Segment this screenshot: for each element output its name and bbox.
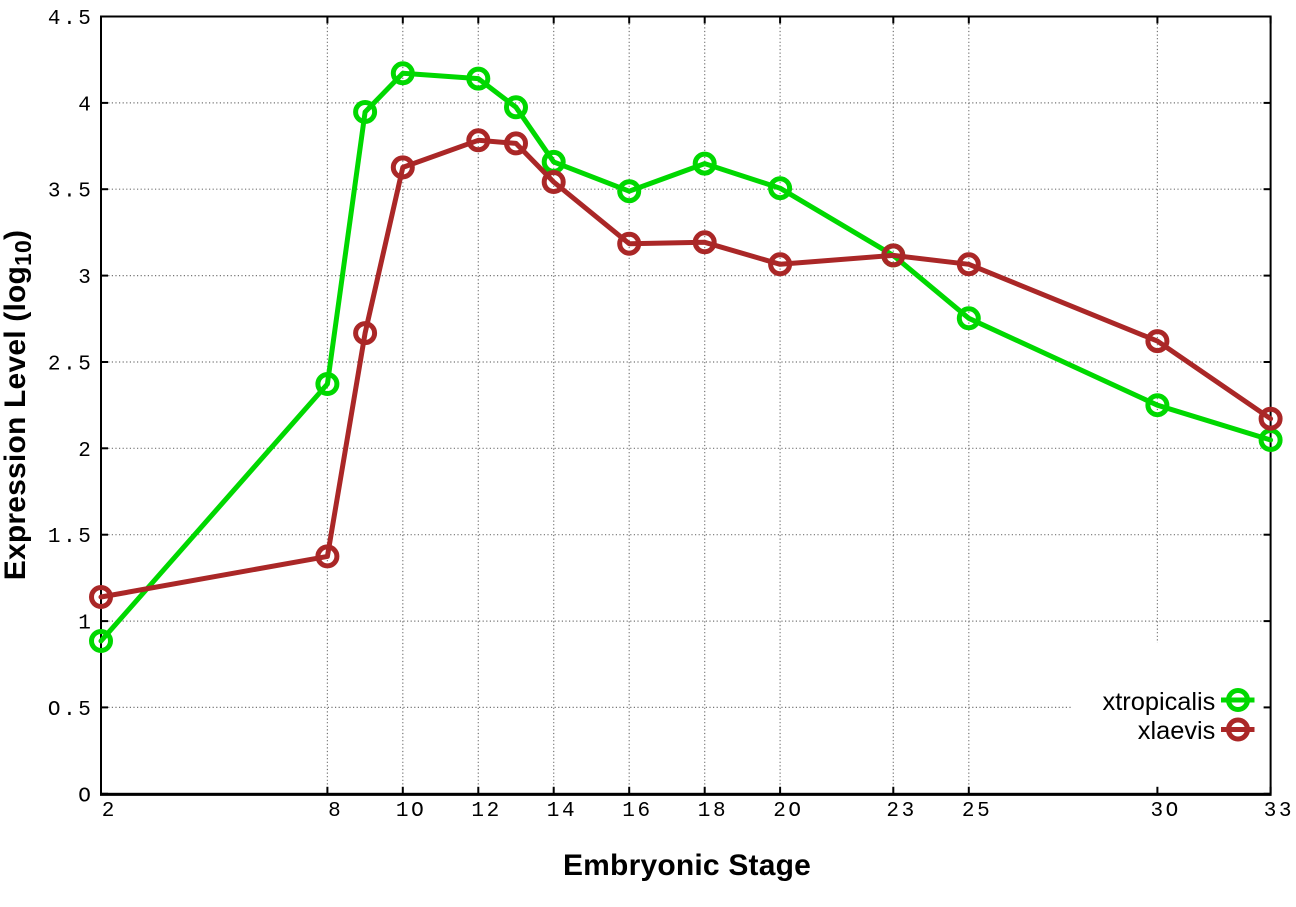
svg-text:18: 18 [698,800,728,823]
svg-text:1.5: 1.5 [48,526,94,549]
svg-text:1O: 1O [396,800,426,823]
svg-text:O: O [78,785,93,808]
svg-text:3O: 3O [1150,800,1180,823]
svg-text:25: 25 [962,800,992,823]
svg-text:4.5: 4.5 [48,8,94,31]
svg-text:Expression Level (log10): Expression Level (log10) [0,230,36,580]
svg-text:12: 12 [471,800,501,823]
svg-text:8: 8 [328,800,343,823]
svg-text:Embryonic Stage: Embryonic Stage [563,849,811,882]
svg-text:33: 33 [1264,800,1294,823]
svg-text:4: 4 [78,94,93,117]
svg-text:2O: 2O [773,800,803,823]
svg-text:16: 16 [622,800,652,823]
svg-text:2.5: 2.5 [48,354,94,377]
svg-text:O.5: O.5 [48,699,94,722]
svg-text:2: 2 [102,800,117,823]
svg-text:3: 3 [78,267,93,290]
svg-text:xlaevis: xlaevis [1138,717,1216,745]
svg-text:14: 14 [547,800,577,823]
svg-text:xtropicalis: xtropicalis [1103,688,1216,716]
svg-text:1: 1 [78,613,93,636]
svg-text:3.5: 3.5 [48,181,94,204]
svg-text:23: 23 [886,800,916,823]
svg-text:2: 2 [78,440,93,463]
